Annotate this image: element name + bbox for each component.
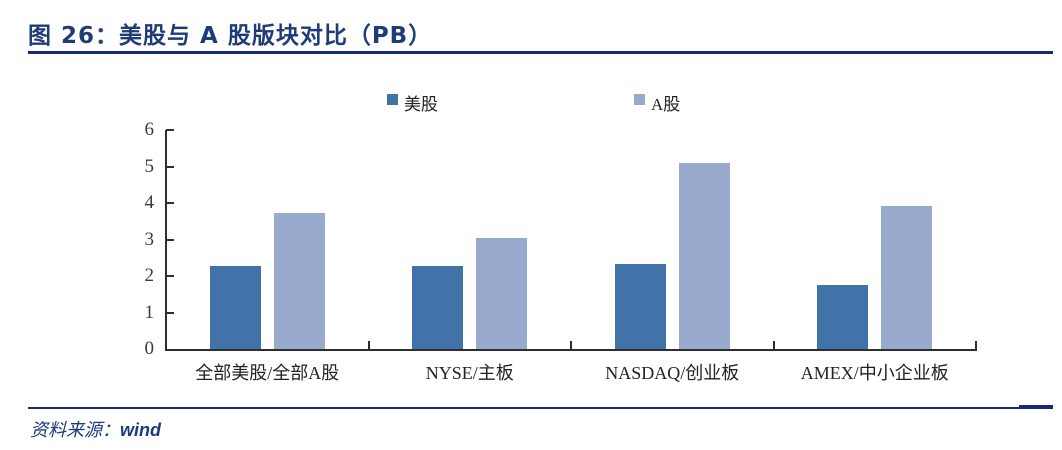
y-axis-tick-label: 2 <box>144 265 155 286</box>
bar-美股-4 <box>817 284 869 349</box>
y-axis-tick <box>166 129 174 131</box>
legend-label-美股: 美股 <box>404 95 438 114</box>
y-axis-tick-label: 5 <box>144 155 155 177</box>
x-axis-tick <box>772 341 775 349</box>
y-axis-tick <box>166 165 174 168</box>
x-axis-line <box>165 349 977 351</box>
bar-A股-2 <box>476 238 528 349</box>
y-axis-tick-label: 3 <box>144 228 155 250</box>
legend-label-A股: A股 <box>651 95 681 114</box>
x-axis-category-label: 全部美股/全部A股 <box>195 363 340 383</box>
y-axis-tick-label: 1 <box>144 301 155 323</box>
y-axis-tick-label: 6 <box>144 119 155 140</box>
source-value: wind <box>120 420 161 440</box>
bar-A股-3 <box>678 162 730 349</box>
figure-title: 图 26：美股与 A 股版块对比（PB） <box>28 23 433 49</box>
y-axis-tick <box>166 275 174 277</box>
source-label: 资料来源： <box>30 420 120 440</box>
bar-美股-2 <box>412 265 464 349</box>
footer-divider <box>28 405 1053 409</box>
y-axis-tick <box>166 311 174 314</box>
bar-A股-1 <box>273 213 325 349</box>
legend-swatch-A股 <box>634 94 645 105</box>
bar-A股-4 <box>881 205 933 349</box>
x-axis-category-label: NYSE/主板 <box>425 363 514 383</box>
x-axis-category-label: AMEX/中小企业板 <box>800 363 949 383</box>
footer-divider-endcap <box>1019 405 1053 409</box>
bar-美股-3 <box>614 263 666 349</box>
source-note: 资料来源：wind <box>30 416 161 442</box>
y-axis-tick-label: 4 <box>144 192 155 213</box>
x-axis-tick <box>367 341 370 349</box>
bar-美股-1 <box>209 265 261 349</box>
x-axis-tick <box>570 341 572 349</box>
y-axis-tick-label: 0 <box>144 338 155 359</box>
y-axis-tick <box>166 238 174 241</box>
x-axis-tick <box>975 341 977 349</box>
legend-swatch-美股 <box>387 94 398 105</box>
x-axis-category-label: NASDAQ/创业板 <box>605 363 740 383</box>
title-divider <box>28 51 1053 54</box>
y-axis-tick <box>166 202 174 204</box>
